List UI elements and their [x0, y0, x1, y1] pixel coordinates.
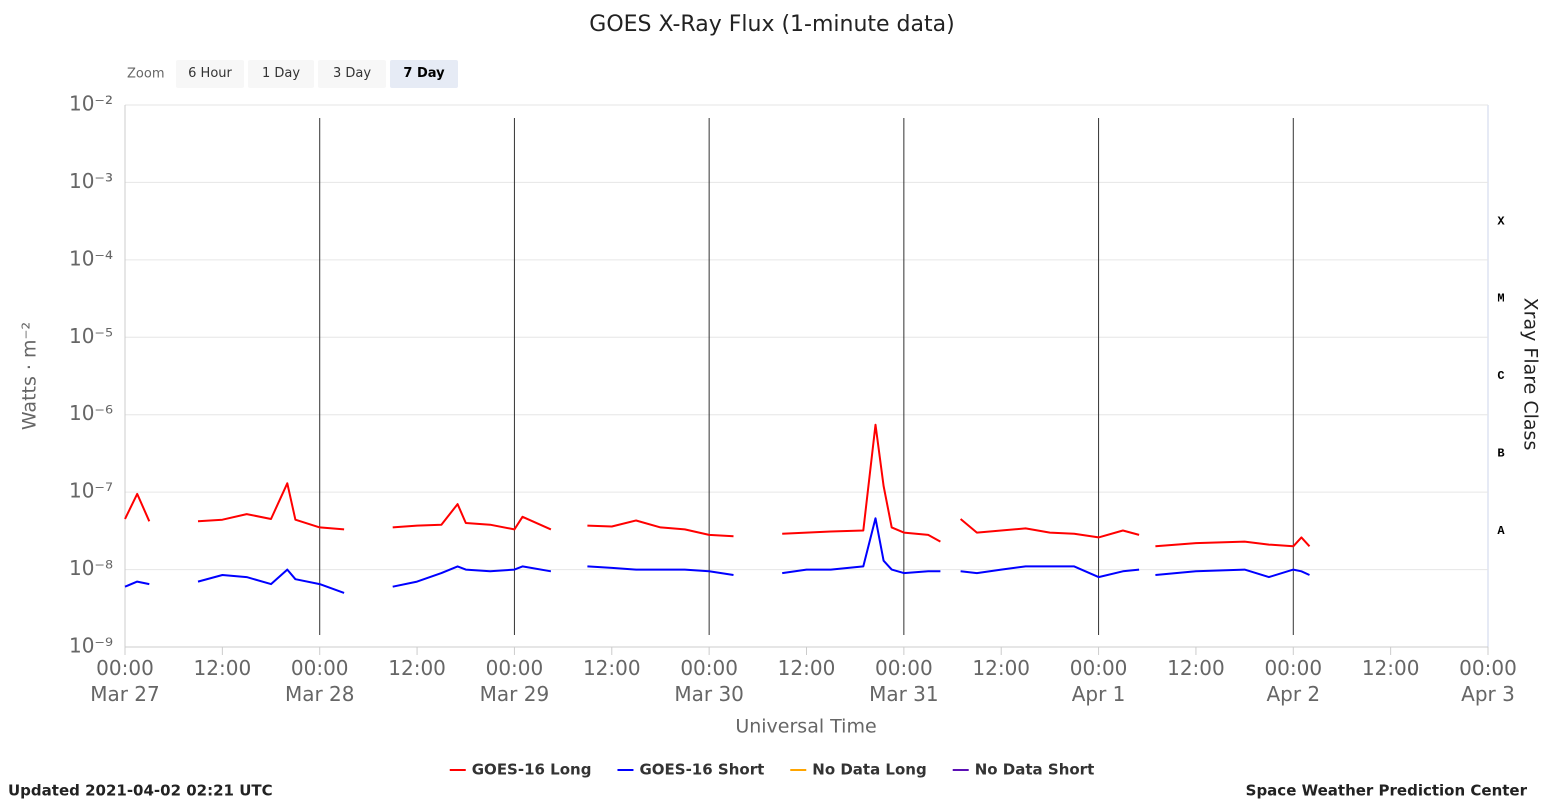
x-tick-label-line: 12:00	[194, 656, 252, 680]
x-tick-label-line: 00:00	[96, 656, 154, 680]
x-tick-label: 00:00 Mar 29	[480, 656, 550, 706]
flare-class-label: C	[1497, 369, 1504, 383]
y-tick-label: 10⁻⁴	[69, 246, 113, 270]
y-tick-label: 10⁻³	[69, 169, 113, 193]
x-tick-label-line: Mar 27	[90, 682, 160, 706]
x-tick-label-line: 12:00	[583, 656, 641, 680]
x-tick-label: 00:00 Apr 3	[1459, 656, 1517, 706]
x-tick-label-line: 12:00	[778, 656, 836, 680]
x-tick-label-line: 00:00	[875, 656, 933, 680]
y-tick-label: 10⁻⁵	[69, 324, 113, 348]
updated-note: Updated 2021-04-02 02:21 UTC	[8, 782, 273, 800]
x-tick-label-line: Apr 2	[1266, 682, 1320, 706]
x-tick-label-line: 12:00	[388, 656, 446, 680]
x-tick-label-line: Mar 29	[480, 682, 550, 706]
x-tick-label: 00:00 Mar 31	[869, 656, 939, 706]
x-tick-label: 12:00	[388, 656, 446, 680]
x-tick-label-line: 00:00	[1264, 656, 1322, 680]
x-tick-label: 12:00	[778, 656, 836, 680]
x-tick-label: 12:00	[1167, 656, 1225, 680]
legend-label: GOES-16 Long	[472, 761, 592, 779]
x-tick-label-line: 00:00	[1070, 656, 1128, 680]
legend-label: GOES-16 Short	[639, 761, 764, 779]
y-tick-label: 10⁻⁷	[69, 479, 113, 503]
x-tick-label-line: 00:00	[291, 656, 349, 680]
legend-item: No Data Long	[790, 761, 927, 779]
series-line	[124, 423, 1311, 548]
chart-title: GOES X-Ray Flux (1-minute data)	[589, 12, 954, 37]
x-tick-label: 00:00 Apr 2	[1264, 656, 1322, 706]
x-tick-label: 00:00 Mar 28	[285, 656, 355, 706]
x-tick-label: 12:00	[1362, 656, 1420, 680]
zoom-button[interactable]: 6 Hour	[176, 60, 244, 88]
legend-label: No Data Long	[812, 761, 926, 779]
x-tick-label-line: Apr 3	[1461, 682, 1515, 706]
x-axis-title: Universal Time	[735, 716, 876, 738]
flare-class-label: A	[1497, 524, 1505, 538]
y2-axis-title: Xray Flare Class	[1520, 298, 1542, 451]
x-tick-label-line: Apr 1	[1072, 682, 1126, 706]
x-tick-label: 12:00	[583, 656, 641, 680]
x-tick-label: 00:00 Mar 30	[674, 656, 744, 706]
x-tick-label-line: Mar 28	[285, 682, 355, 706]
y-tick-label: 10⁻⁶	[69, 401, 113, 425]
legend-item: GOES-16 Short	[617, 761, 764, 779]
zoom-button[interactable]: 1 Day	[248, 60, 314, 88]
x-tick-label-line: 12:00	[1362, 656, 1420, 680]
zoom-button[interactable]: 3 Day	[318, 60, 386, 88]
x-tick-label: 00:00 Apr 1	[1070, 656, 1128, 706]
credit: Space Weather Prediction Center	[1246, 782, 1528, 800]
x-tick-label: 00:00 Mar 27	[90, 656, 160, 706]
x-tick-label: 12:00	[972, 656, 1030, 680]
zoom-button[interactable]: 7 Day	[390, 60, 458, 88]
x-tick-label-line: Mar 30	[674, 682, 744, 706]
y-tick-label: 10⁻⁹	[69, 634, 113, 658]
zoom-label: Zoom	[127, 67, 164, 82]
flare-class-label: M	[1497, 292, 1504, 306]
flare-class-label: B	[1497, 447, 1504, 461]
x-tick-label-line: 00:00	[1459, 656, 1517, 680]
y-tick-label: 10⁻²	[69, 92, 113, 116]
flare-class-label: X	[1497, 214, 1505, 228]
y-tick-label: 10⁻⁸	[69, 556, 113, 580]
legend-item: GOES-16 Long	[449, 761, 592, 779]
y-axis-title: Watts · m⁻²	[19, 322, 41, 430]
x-tick-label-line: 12:00	[972, 656, 1030, 680]
legend-label: No Data Short	[975, 761, 1095, 779]
x-tick-label-line: 12:00	[1167, 656, 1225, 680]
legend-item: No Data Short	[952, 761, 1095, 779]
series-line	[124, 517, 1310, 594]
x-tick-label-line: 00:00	[486, 656, 544, 680]
x-tick-label-line: 00:00	[680, 656, 738, 680]
x-tick-label: 12:00	[194, 656, 252, 680]
x-tick-label-line: Mar 31	[869, 682, 939, 706]
